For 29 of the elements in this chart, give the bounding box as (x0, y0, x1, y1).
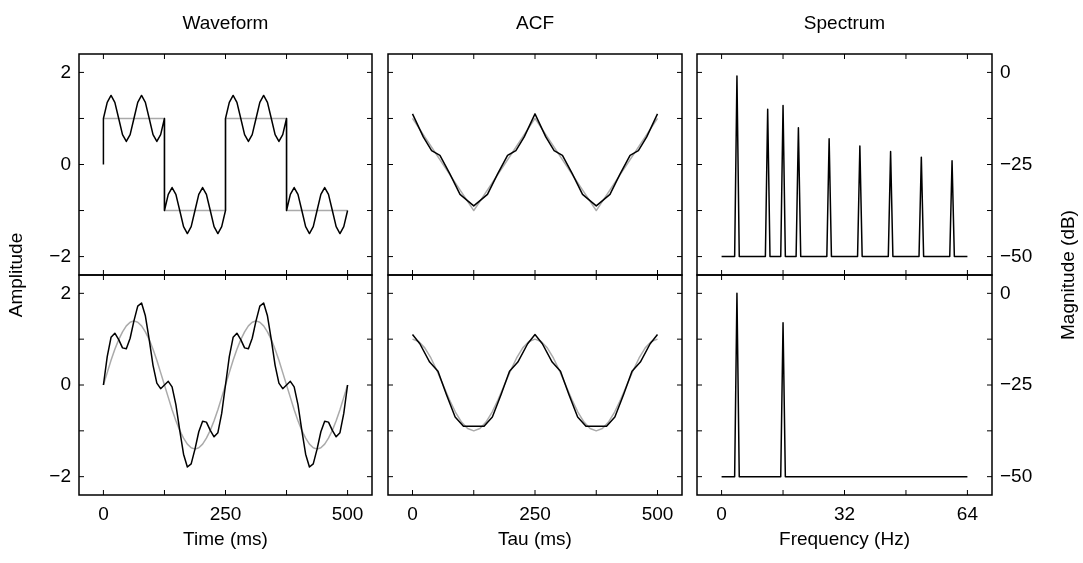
y2-tick-label: −25 (1000, 152, 1033, 174)
y-axis-title: Amplitude (4, 232, 26, 317)
y2-tick-label: 0 (1000, 60, 1011, 82)
y-tick-label: 0 (60, 373, 71, 395)
x-tick-label: 32 (833, 502, 856, 524)
y2-tick-label: −50 (1000, 464, 1033, 486)
x-tick-label: 0 (716, 502, 727, 524)
x-tick-label: 250 (519, 502, 551, 524)
x-axis-title: Tau (ms) (498, 527, 572, 549)
y2-tick-label: −25 (1000, 373, 1033, 395)
y-tick-label: 0 (60, 152, 71, 174)
chart-title: ACF (516, 11, 554, 33)
x-axis-title: Time (ms) (183, 527, 268, 549)
y2-axis-title: Magnitude (dB) (1056, 209, 1078, 340)
y2-tick-label: 0 (1000, 281, 1011, 303)
y2-tick-label: −50 (1000, 244, 1033, 266)
x-axis-title: Frequency (Hz) (779, 527, 910, 549)
x-tick-label: 0 (98, 502, 109, 524)
x-tick-label: 500 (641, 502, 674, 524)
y-tick-label: 2 (60, 281, 71, 303)
y-tick-label: −2 (49, 464, 71, 486)
chart-title: Spectrum (803, 11, 886, 33)
x-tick-label: 0 (407, 502, 418, 524)
y-tick-label: 2 (60, 60, 71, 82)
chart-title: Waveform (182, 11, 269, 33)
y-tick-label: −2 (49, 244, 71, 266)
x-tick-label: 250 (209, 502, 242, 524)
x-tick-label: 64 (956, 502, 979, 524)
x-tick-label: 500 (331, 502, 364, 524)
